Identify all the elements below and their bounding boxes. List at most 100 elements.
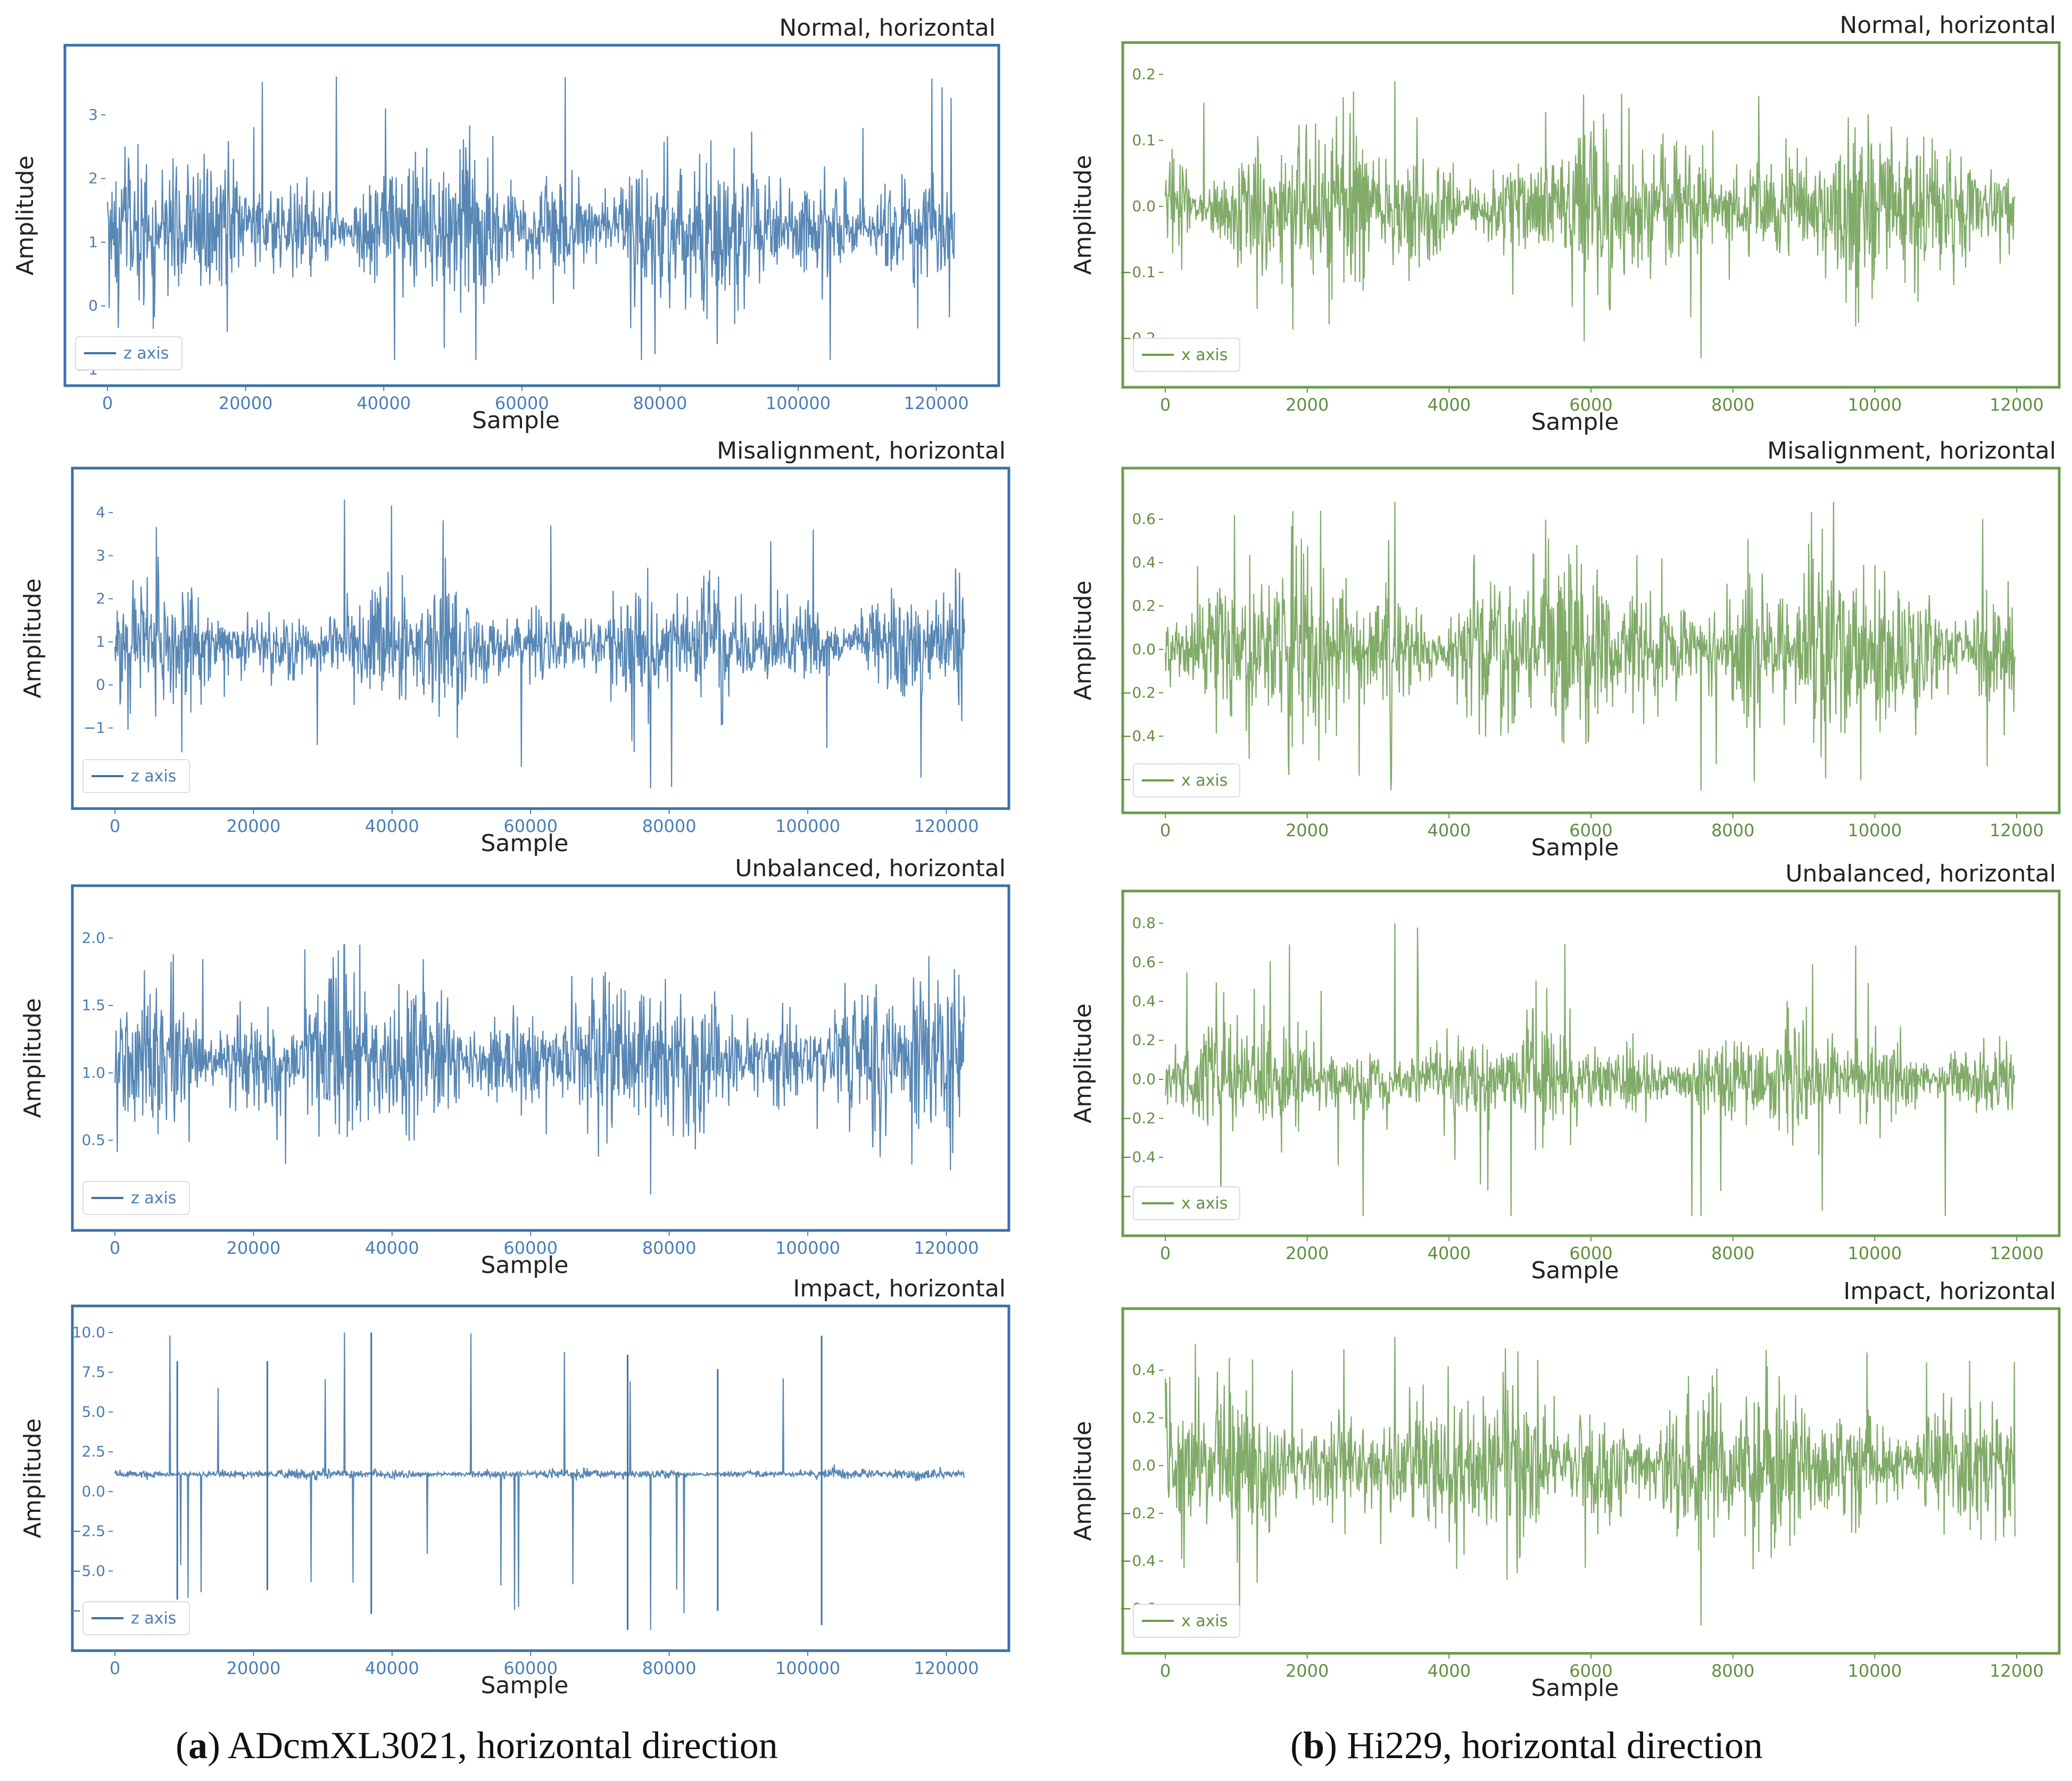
y-axis-label: Amplitude: [1070, 1421, 1097, 1541]
chart-title: Impact, horizontal: [1843, 1278, 2056, 1305]
caption-a: (a) ADcmXL3021, horizontal direction: [176, 1724, 778, 1768]
y-tick-label: 1.0: [81, 1064, 105, 1081]
y-tick-label: 0.0: [1132, 1070, 1156, 1088]
x-tick-label: 80000: [642, 1658, 697, 1678]
x-tick-label: 80000: [633, 393, 687, 413]
chart-frame: [1121, 467, 2061, 814]
legend-box: [75, 336, 183, 370]
x-tick-label: 0: [110, 1658, 120, 1678]
x-tick-label: 100000: [775, 816, 840, 836]
x-tick-label: 10000: [1847, 820, 1902, 840]
x-tick-label: 40000: [365, 1238, 419, 1258]
x-tick-label: 0: [1160, 820, 1171, 840]
x-axis-label: Sample: [1531, 834, 1619, 861]
chart-frame: [1121, 889, 2061, 1237]
x-tick-label: 60000: [503, 1238, 558, 1258]
y-tick-label: 0.8: [1132, 914, 1156, 932]
x-tick-label: 4000: [1428, 395, 1471, 415]
signal-trace: [106, 76, 955, 361]
x-tick-label: 60000: [495, 393, 549, 413]
x-axis-label: Sample: [481, 830, 569, 857]
signal-trace: [114, 1332, 965, 1630]
chart-5: Normal, horizontal−0.2−0.10.00.10.202000…: [1070, 12, 2061, 436]
y-tick-label: 0.5: [81, 1131, 105, 1149]
x-tick-label: 40000: [365, 816, 419, 836]
x-axis-label: Sample: [481, 1672, 569, 1699]
y-tick-label: 5.0: [81, 1403, 105, 1420]
caption-b-text: ) Hi229, horizontal direction: [1324, 1724, 1763, 1767]
chart-title: Misalignment, horizontal: [1767, 437, 2056, 464]
x-tick-label: 0: [1160, 1661, 1171, 1681]
y-tick-label: 4: [96, 504, 105, 521]
legend-box: [1133, 763, 1240, 797]
x-tick-label: 60000: [503, 816, 558, 836]
legend-box: [1133, 1186, 1240, 1220]
chart-3: Unbalanced, horizontal0.00.51.01.52.0020…: [19, 855, 1010, 1279]
y-tick-label: 0.0: [1132, 640, 1156, 658]
signal-trace: [1164, 1336, 2016, 1626]
y-tick-label: 2.0: [81, 929, 105, 946]
y-tick-label: −1: [84, 719, 105, 737]
x-axis-label: Sample: [1531, 409, 1619, 436]
signal-trace: [114, 500, 965, 788]
y-axis-label: Amplitude: [19, 578, 46, 698]
caption-b: (b) Hi229, horizontal direction: [1290, 1724, 1763, 1768]
chart-title: Normal, horizontal: [779, 14, 996, 41]
x-tick-label: 4000: [1428, 1661, 1471, 1681]
caption-a-letter: a: [188, 1724, 208, 1767]
legend-box: [1133, 338, 1240, 372]
x-tick-label: 80000: [642, 1238, 697, 1258]
legend-label: x axis: [1181, 346, 1228, 364]
y-tick-label: −0.2: [1120, 684, 1156, 701]
x-tick-label: 100000: [766, 393, 831, 413]
y-tick-label: 0: [96, 676, 105, 694]
chart-7: Unbalanced, horizontal−0.6−0.4−0.20.00.2…: [1070, 860, 2061, 1284]
x-tick-label: 40000: [357, 393, 411, 413]
signal-trace: [1164, 923, 2016, 1216]
y-tick-label: 0.6: [1132, 953, 1156, 971]
y-tick-label: 2: [96, 590, 105, 607]
y-tick-label: 0.2: [1132, 65, 1156, 83]
y-tick-label: 0.4: [1132, 992, 1156, 1010]
x-tick-label: 20000: [227, 1658, 281, 1678]
x-tick-label: 120000: [914, 1238, 979, 1258]
x-tick-label: 4000: [1428, 820, 1471, 840]
x-axis-label: Sample: [1531, 1675, 1619, 1702]
x-tick-label: 12000: [1990, 1661, 2044, 1681]
legend-box: [82, 759, 190, 793]
y-axis-label: Amplitude: [19, 1418, 46, 1538]
caption-b-prefix: (: [1290, 1724, 1303, 1767]
y-tick-label: −0.4: [1120, 1149, 1156, 1166]
x-tick-label: 40000: [365, 1658, 419, 1678]
x-tick-label: 10000: [1847, 1243, 1902, 1263]
x-tick-label: 120000: [914, 816, 979, 836]
legend-label: z axis: [131, 1189, 176, 1208]
y-tick-label: 3: [96, 547, 105, 564]
y-tick-label: 0.4: [1132, 1361, 1156, 1379]
y-tick-label: −0.4: [1120, 727, 1156, 745]
legend-label: z axis: [131, 767, 176, 786]
y-tick-label: 1: [88, 233, 98, 251]
y-tick-label: 1.5: [81, 996, 105, 1014]
x-tick-label: 100000: [775, 1238, 840, 1258]
x-tick-label: 20000: [227, 816, 281, 836]
chart-4: Impact, horizontal−7.5−5.0−2.50.02.55.07…: [19, 1275, 1010, 1699]
x-tick-label: 6000: [1569, 395, 1612, 415]
x-tick-label: 4000: [1428, 1243, 1471, 1263]
y-tick-label: 0.0: [81, 1483, 105, 1500]
x-axis-label: Sample: [1531, 1257, 1619, 1284]
x-tick-label: 120000: [904, 393, 969, 413]
y-tick-label: 0.1: [1132, 131, 1156, 149]
x-tick-label: 10000: [1847, 1661, 1902, 1681]
x-tick-label: 80000: [642, 816, 697, 836]
y-axis-label: Amplitude: [19, 998, 46, 1118]
x-axis-label: Sample: [472, 407, 560, 434]
legend-box: [82, 1601, 190, 1635]
x-axis-label: Sample: [481, 1252, 569, 1279]
x-tick-label: 8000: [1711, 820, 1754, 840]
x-tick-label: 6000: [1569, 820, 1612, 840]
chart-frame: [71, 1304, 1010, 1652]
y-tick-label: −0.2: [1120, 1504, 1156, 1522]
chart-title: Misalignment, horizontal: [717, 437, 1006, 464]
